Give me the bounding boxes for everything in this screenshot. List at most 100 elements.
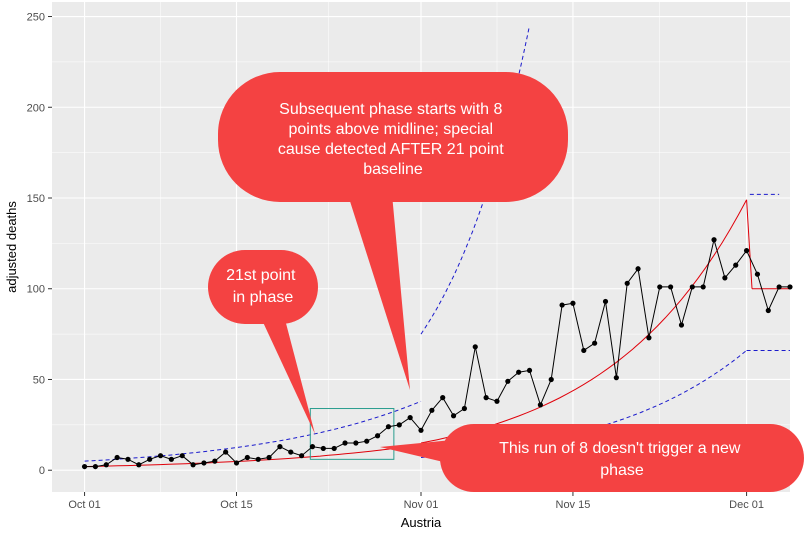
- data-point: [92, 463, 99, 470]
- callout-2-line-1: 21st point: [226, 267, 296, 284]
- data-point: [81, 463, 88, 470]
- callout-subsequent-phase: Subsequent phase starts with 8 points ab…: [218, 72, 568, 390]
- data-point: [374, 433, 381, 439]
- data-point: [299, 453, 305, 459]
- data-point: [722, 275, 728, 281]
- y-tick-label: 50: [33, 374, 45, 386]
- data-point: [342, 440, 348, 446]
- data-point: [331, 445, 337, 452]
- data-point: [244, 454, 250, 461]
- data-point: [472, 344, 478, 350]
- data-point: [136, 462, 142, 468]
- data-point: [147, 456, 153, 462]
- data-point: [592, 340, 598, 346]
- data-point: [613, 375, 619, 381]
- data-point: [505, 378, 511, 384]
- data-point: [754, 271, 761, 277]
- data-point: [602, 298, 609, 305]
- y-tick-label: 200: [27, 102, 45, 114]
- data-point: [223, 449, 229, 455]
- y-tick-label: 150: [27, 193, 45, 205]
- x-tick-label: Oct 01: [68, 499, 100, 511]
- data-point: [266, 454, 272, 461]
- svg-text:21st point in phase: 21st point in phase: [226, 267, 300, 306]
- data-point: [320, 445, 326, 452]
- data-point: [114, 454, 120, 461]
- callout-run-of-8: This run of 8 doesn't trigger a new phas…: [380, 424, 804, 492]
- y-tick-label: 100: [27, 284, 45, 296]
- data-point: [678, 322, 685, 328]
- data-point: [407, 414, 413, 421]
- svg-text:This run of 8 doesn't trigger: This run of 8 doesn't trigger a new phas…: [499, 440, 745, 479]
- data-point: [103, 462, 109, 468]
- data-point: [364, 438, 370, 444]
- x-tick-label: Nov 15: [556, 499, 591, 511]
- data-point: [440, 395, 446, 401]
- data-point: [125, 456, 131, 462]
- data-point: [526, 367, 533, 374]
- data-point: [559, 302, 565, 308]
- data-point: [396, 422, 402, 428]
- data-point: [157, 453, 164, 459]
- data-point: [646, 335, 652, 341]
- upper-limit-phase-1: [84, 400, 422, 462]
- data-point: [385, 424, 392, 430]
- x-tick-label: Nov 01: [404, 499, 439, 511]
- callout-1-line-2: points above midline; special: [288, 121, 493, 138]
- x-axis-title: Austria: [401, 515, 442, 530]
- center-line-transition: [746, 199, 753, 289]
- callout-21st-point: 21st point in phase: [208, 250, 318, 434]
- data-point: [733, 262, 739, 268]
- y-axis-title: adjusted deaths: [4, 201, 19, 293]
- data-point: [711, 237, 717, 243]
- data-point: [668, 284, 674, 290]
- data-point: [288, 449, 294, 455]
- data-point: [450, 413, 457, 419]
- data-point: [255, 456, 261, 462]
- callout-3-line-1: This run of 8 doesn't trigger a new: [499, 440, 741, 457]
- data-point: [516, 369, 522, 375]
- data-point: [689, 284, 695, 290]
- data-point: [548, 376, 554, 383]
- data-point: [212, 458, 218, 464]
- lower-limit-phase-2: [420, 350, 747, 458]
- data-point: [233, 460, 240, 466]
- axes: 0 50 100 150 200 250 Oct 01 Oct 15 Nov 01 Nov 15 D…: [27, 12, 764, 511]
- svg-text:Subsequent phase starts with 8: Subsequent phase starts with 8 points ab…: [278, 101, 508, 178]
- data-point: [624, 280, 630, 286]
- data-point: [277, 444, 283, 450]
- data-point: [570, 300, 576, 306]
- x-tick-label: Dec 01: [729, 499, 764, 511]
- data-point: [309, 444, 316, 450]
- callout-1-line-1: Subsequent phase starts with 8: [279, 101, 502, 118]
- data-point: [537, 402, 543, 408]
- data-point: [483, 395, 489, 401]
- data-point: [179, 453, 185, 459]
- y-tick-label: 0: [39, 465, 45, 477]
- data-point: [190, 462, 196, 468]
- data-point: [657, 284, 663, 290]
- data-point: [743, 248, 750, 254]
- data-point: [418, 427, 424, 433]
- data-point: [461, 405, 468, 412]
- data-point: [429, 407, 435, 413]
- callout-2-line-2: in phase: [233, 289, 294, 306]
- data-point: [700, 284, 706, 290]
- data-point: [635, 266, 641, 272]
- data-point: [787, 284, 793, 290]
- data-point: [168, 456, 174, 462]
- callout-1-line-3: cause detected AFTER 21 point: [278, 141, 504, 158]
- data-point: [581, 347, 587, 354]
- data-point: [776, 284, 782, 290]
- callout-3-line-2: phase: [600, 462, 644, 479]
- y-tick-label: 250: [27, 12, 45, 24]
- data-point: [765, 307, 771, 314]
- callout-1-line-4: baseline: [363, 161, 423, 178]
- data-point: [353, 440, 359, 446]
- data-point: [201, 460, 207, 466]
- x-tick-label: Oct 15: [220, 499, 252, 511]
- data-point: [494, 398, 500, 404]
- run-of-8-highlight-box: [309, 408, 395, 460]
- data-series: [81, 237, 793, 470]
